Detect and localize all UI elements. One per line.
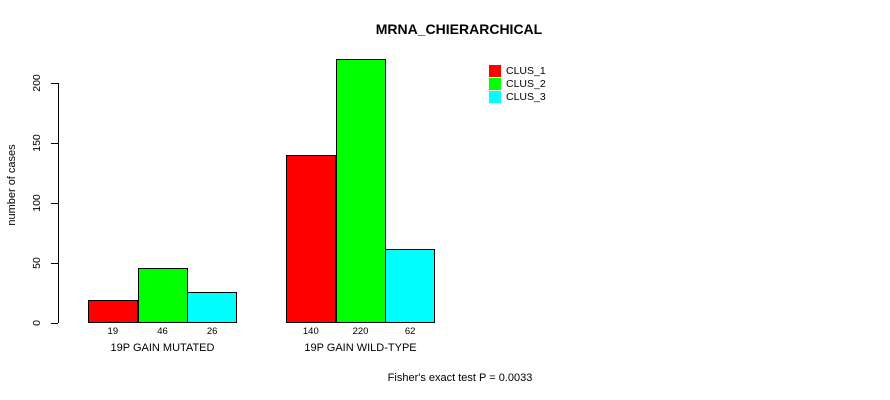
bar-value-label: 46 xyxy=(157,326,168,337)
bar-clus_1 xyxy=(88,300,138,323)
bar-clus_3 xyxy=(385,248,435,323)
bar-value-label: 62 xyxy=(404,326,416,337)
bar-value-label: 26 xyxy=(206,326,218,337)
y-axis-tick-label: 150 xyxy=(31,134,43,153)
legend-item: CLUS_1 xyxy=(489,64,546,77)
bar-clus_2 xyxy=(138,267,188,323)
legend-label: CLUS_3 xyxy=(506,91,546,104)
y-axis-line xyxy=(58,83,59,323)
category-label: 19P GAIN WILD-TYPE xyxy=(304,342,417,354)
legend-item: CLUS_3 xyxy=(489,91,546,104)
bar-clus_1 xyxy=(286,155,336,323)
y-axis-tick-label: 50 xyxy=(31,257,43,269)
legend-swatch-clus-1 xyxy=(489,64,501,77)
y-axis-title: number of cases xyxy=(6,144,18,226)
y-axis-tick-label: 100 xyxy=(31,194,43,212)
chart-title: MRNA_CHIERARCHICAL xyxy=(375,21,543,37)
y-axis-tick xyxy=(51,82,58,84)
y-axis-tick xyxy=(51,322,58,324)
bar-value-label: 220 xyxy=(352,326,369,337)
y-axis-tick-label: 200 xyxy=(31,74,43,93)
bar-clus_3 xyxy=(187,291,237,323)
legend: CLUS_1 CLUS_2 CLUS_3 xyxy=(489,64,546,104)
y-axis-tick xyxy=(51,202,58,204)
legend-label: CLUS_1 xyxy=(506,64,546,77)
bar-value-label: 140 xyxy=(302,326,319,337)
legend-swatch-clus-2 xyxy=(489,77,501,90)
legend-item: CLUS_2 xyxy=(489,77,546,90)
annotation-fisher-test: Fisher's exact test P = 0.0033 xyxy=(387,372,533,384)
category-label: 19P GAIN MUTATED xyxy=(110,342,215,354)
legend-swatch-clus-3 xyxy=(489,91,501,104)
bar-value-label: 19 xyxy=(107,326,119,337)
legend-label: CLUS_2 xyxy=(506,77,546,90)
bar-clus_2 xyxy=(336,59,386,323)
y-axis-tick-label: 0 xyxy=(31,320,43,326)
y-axis-tick xyxy=(51,142,58,144)
y-axis-tick xyxy=(51,262,58,264)
